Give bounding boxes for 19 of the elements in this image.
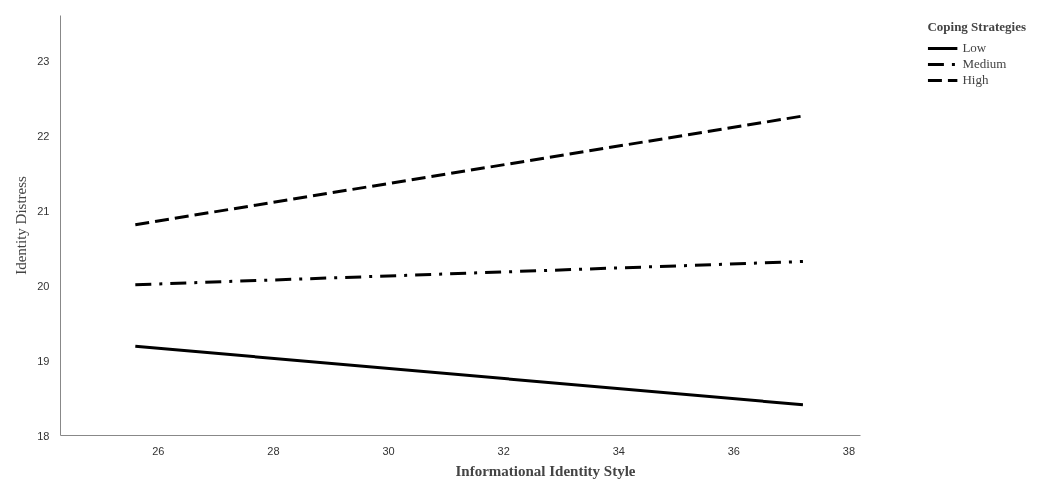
x-tick-label: 32 [497, 444, 510, 457]
legend-title: Coping Strategies [927, 19, 1026, 35]
y-tick-label: 23 [37, 54, 50, 67]
legend-label: High [962, 72, 989, 88]
legend-label: Low [962, 40, 987, 56]
y-axis-title: Identity Distress [13, 175, 30, 275]
x-tick-label: 36 [727, 444, 741, 457]
x-axis-title: Informational Identity Style [455, 462, 636, 479]
x-tick-label: 26 [152, 444, 165, 457]
y-tick-label: 18 [37, 429, 50, 442]
y-tick-label: 22 [37, 129, 50, 142]
y-tick-label: 21 [37, 204, 50, 217]
legend-label: Medium [962, 56, 1007, 72]
y-tick-label: 20 [37, 279, 50, 292]
x-tick-label: 30 [382, 444, 395, 457]
x-tick-label: 38 [842, 444, 856, 457]
x-tick-label: 34 [612, 444, 625, 457]
x-tick-label: 28 [267, 444, 280, 457]
y-tick-label: 19 [37, 354, 50, 367]
